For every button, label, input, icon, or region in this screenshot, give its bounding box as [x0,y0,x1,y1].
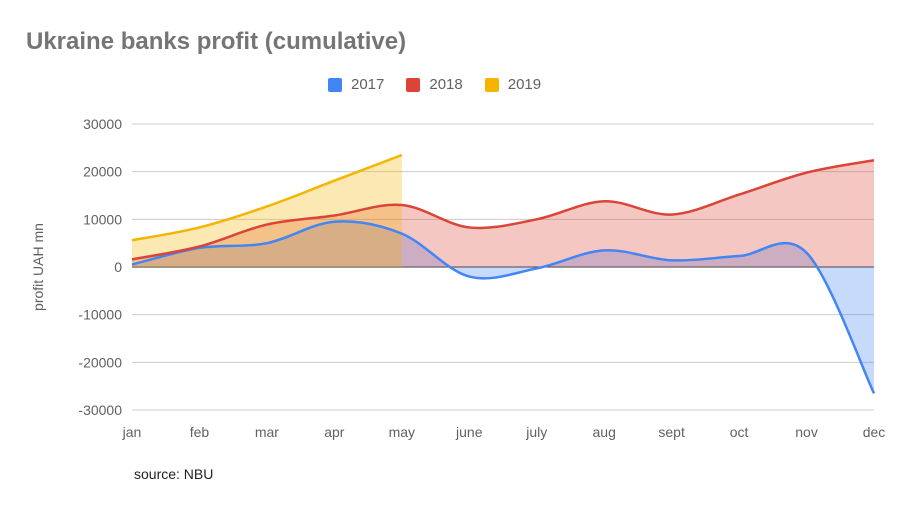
legend-item-2019: 2019 [484,76,542,93]
x-tick-label: may [389,424,415,440]
area-2019 [132,154,402,267]
legend-label: 2017 [351,76,385,93]
chart-title: Ukraine banks profit (cumulative) [26,28,407,55]
y-tick-label: -20000 [78,354,122,370]
area-2017 [132,221,874,394]
y-tick-label: 30000 [83,116,122,132]
line-2018 [131,158,875,261]
legend-swatch [484,77,499,92]
x-tick-label: aug [593,424,616,440]
x-tick-label: apr [324,424,345,440]
x-tick-label: feb [190,424,210,440]
y-tick-label: 10000 [83,211,122,227]
source-note: source: NBU [134,466,214,482]
x-tick-label: mar [255,424,279,440]
x-tick-label: nov [795,424,818,440]
legend-item-2018: 2018 [406,76,463,93]
x-tick-label: dec [863,424,886,440]
x-tick-label: sept [658,424,685,440]
legend-label: 2018 [429,76,463,93]
y-axis-label: profit UAH mn [30,223,46,311]
legend-item-2017: 2017 [328,76,384,93]
x-tick-label: july [525,424,547,440]
legend-swatch [328,77,342,92]
y-tick-label: 0 [114,259,122,275]
x-tick-label: oct [730,424,749,440]
x-tick-label: june [455,424,483,440]
area-2018 [132,160,874,267]
legend-swatch [406,77,421,92]
legend-label: 2019 [507,76,542,93]
y-tick-label: -30000 [78,402,122,418]
y-tick-label: -10000 [78,307,122,323]
legend: 2017 2018 2019 [328,76,541,93]
x-tick-label: jan [122,424,142,440]
line-2017 [131,220,876,394]
y-tick-label: 20000 [83,164,122,180]
